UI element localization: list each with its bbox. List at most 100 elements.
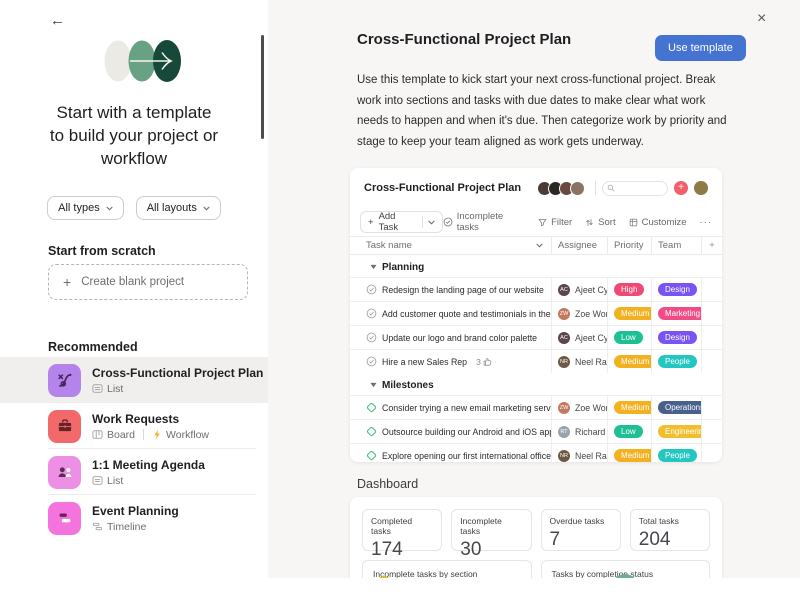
- divider: [143, 429, 145, 440]
- assignee-avatar: ZW: [558, 307, 570, 320]
- customize-icon: [629, 218, 638, 227]
- team-pill: Design: [658, 283, 697, 296]
- check-circle-icon: [366, 284, 377, 295]
- task-row[interactable]: Add customer quote and testimonials in t…: [350, 301, 722, 325]
- team-pill: People: [658, 449, 697, 462]
- add-task-button[interactable]: + Add Task: [360, 211, 443, 233]
- template-detail-panel: × Cross-Functional Project Plan Use temp…: [268, 0, 800, 578]
- chevron-down-icon: [536, 243, 543, 248]
- task-row[interactable]: Explore opening our first international …: [350, 443, 722, 462]
- left-panel-scrollbar[interactable]: [261, 35, 264, 139]
- create-blank-project-button[interactable]: + Create blank project: [48, 264, 248, 300]
- sort-icon: [585, 218, 594, 227]
- templates-logo-icon: [104, 40, 182, 87]
- template-meta-workflow: Workflow: [152, 429, 209, 441]
- team-pill: Operations: [658, 401, 701, 414]
- priority-pill: Medium: [614, 401, 651, 414]
- board-icon: [92, 429, 103, 440]
- stat-overdue-tasks: Overdue tasks 7: [540, 509, 621, 551]
- list-icon: [92, 383, 103, 394]
- template-meta-board: Board: [92, 429, 135, 441]
- tool-incomplete-tasks[interactable]: Incomplete tasks: [443, 211, 525, 233]
- milestone-icon: [366, 450, 377, 461]
- template-item-cross-functional-project-plan[interactable]: Cross-Functional Project Plan List: [0, 357, 268, 403]
- preview-header: Cross-Functional Project Plan +: [350, 168, 722, 208]
- view-tools: Incomplete tasks Filter Sort Customize ···: [443, 211, 712, 233]
- tool-sort[interactable]: Sort: [585, 217, 616, 228]
- check-circle-icon: [366, 356, 377, 367]
- workflow-icon: [152, 429, 162, 440]
- priority-pill: Medium: [614, 449, 651, 462]
- search-icon: [607, 184, 615, 192]
- close-button[interactable]: ×: [757, 10, 766, 28]
- dashboard-heading: Dashboard: [357, 477, 419, 491]
- template-item-work-requests[interactable]: Work Requests Board Workflow: [0, 403, 268, 449]
- template-item-event-planning[interactable]: Event Planning Timeline: [0, 495, 268, 541]
- priority-pill: Low: [614, 425, 643, 438]
- tool-filter[interactable]: Filter: [538, 217, 572, 228]
- more-icon: ···: [699, 216, 712, 228]
- section-milestones[interactable]: Milestones: [350, 375, 722, 395]
- people-icon: [48, 455, 81, 489]
- add-column-button[interactable]: +: [709, 240, 715, 251]
- preview-search-input[interactable]: [602, 180, 668, 196]
- user-avatar: [694, 181, 708, 195]
- assignee-name: Neel Rana: [575, 356, 607, 367]
- section-planning[interactable]: Planning: [350, 257, 722, 277]
- preview-project-title: Cross-Functional Project Plan: [364, 182, 522, 194]
- filter-label: All types: [58, 202, 100, 214]
- list-icon: [92, 475, 103, 486]
- template-meta-timeline: Timeline: [92, 521, 146, 533]
- status-circle-icon: [443, 217, 453, 227]
- assignee-avatar: RT: [558, 425, 570, 438]
- column-task-name[interactable]: Task name: [350, 237, 552, 254]
- task-name: Update our logo and brand color palette: [382, 332, 538, 343]
- stat-completed-tasks: Completed tasks 174: [362, 509, 443, 560]
- close-icon: ×: [757, 10, 767, 27]
- task-name: Outsource building our Android and iOS a…: [382, 426, 552, 437]
- column-priority[interactable]: Priority: [608, 237, 652, 254]
- task-row[interactable]: Consider trying a new email marketing se…: [350, 395, 722, 419]
- preview-toolbar: + Add Task Incomplete tasks Filter Sort Cus…: [350, 208, 722, 236]
- strategy-icon: [48, 363, 81, 397]
- start-from-scratch-heading: Start from scratch: [48, 244, 156, 258]
- task-row[interactable]: Redesign the landing page of our website…: [350, 277, 722, 301]
- member-avatars: [537, 180, 585, 196]
- briefcase-icon: [48, 409, 81, 443]
- column-assignee[interactable]: Assignee: [552, 237, 608, 254]
- tool-more-icon[interactable]: ···: [700, 217, 713, 228]
- timeline-blocks-icon: [48, 501, 81, 535]
- priority-pill: Medium: [614, 307, 651, 320]
- filter-all-layouts-button[interactable]: All layouts: [135, 196, 221, 220]
- check-circle-icon: [366, 308, 377, 319]
- stat-tiles: Completed tasks 174 Incomplete tasks 30 …: [362, 509, 710, 560]
- tool-customize[interactable]: Customize: [629, 217, 687, 228]
- team-pill: Engineering: [658, 425, 701, 438]
- stat-total-tasks: Total tasks 204: [629, 509, 710, 551]
- stat-incomplete-tasks: Incomplete tasks 30: [451, 509, 532, 560]
- back-button[interactable]: ←: [50, 12, 65, 29]
- filter-all-types-button[interactable]: All types: [47, 196, 124, 220]
- recommended-heading: Recommended: [48, 340, 138, 354]
- plus-icon: +: [63, 274, 72, 290]
- chart-tiles: Incomplete tasks by section Tasks by com…: [362, 560, 710, 578]
- assignee-avatar: NR: [558, 355, 570, 368]
- task-row[interactable]: Update our logo and brand color palette …: [350, 325, 722, 349]
- task-name: Hire a new Sales Rep: [382, 356, 468, 367]
- priority-pill: Medium: [614, 355, 651, 368]
- task-row[interactable]: Hire a new Sales Rep 3 NR Neel Rana Medium…: [350, 349, 722, 373]
- team-pill: People: [658, 355, 697, 368]
- use-template-button[interactable]: Use template: [655, 35, 746, 61]
- template-item-1-1-meeting-agenda[interactable]: 1:1 Meeting Agenda List: [0, 449, 268, 495]
- task-row[interactable]: Outsource building our Android and iOS a…: [350, 419, 722, 443]
- task-name: Add customer quote and testimonials in t…: [382, 308, 551, 319]
- chart-incomplete-tasks-by-section: Incomplete tasks by section: [362, 560, 532, 578]
- assignee-avatar: NR: [558, 449, 570, 462]
- invite-plus-button[interactable]: +: [674, 181, 688, 195]
- assignee-name: Ajeet Cyrus: [575, 284, 608, 295]
- like-icon: [483, 357, 492, 366]
- assignee-name: Neel Rana: [575, 450, 607, 461]
- member-avatar: [570, 180, 585, 196]
- column-team[interactable]: Team: [652, 237, 702, 254]
